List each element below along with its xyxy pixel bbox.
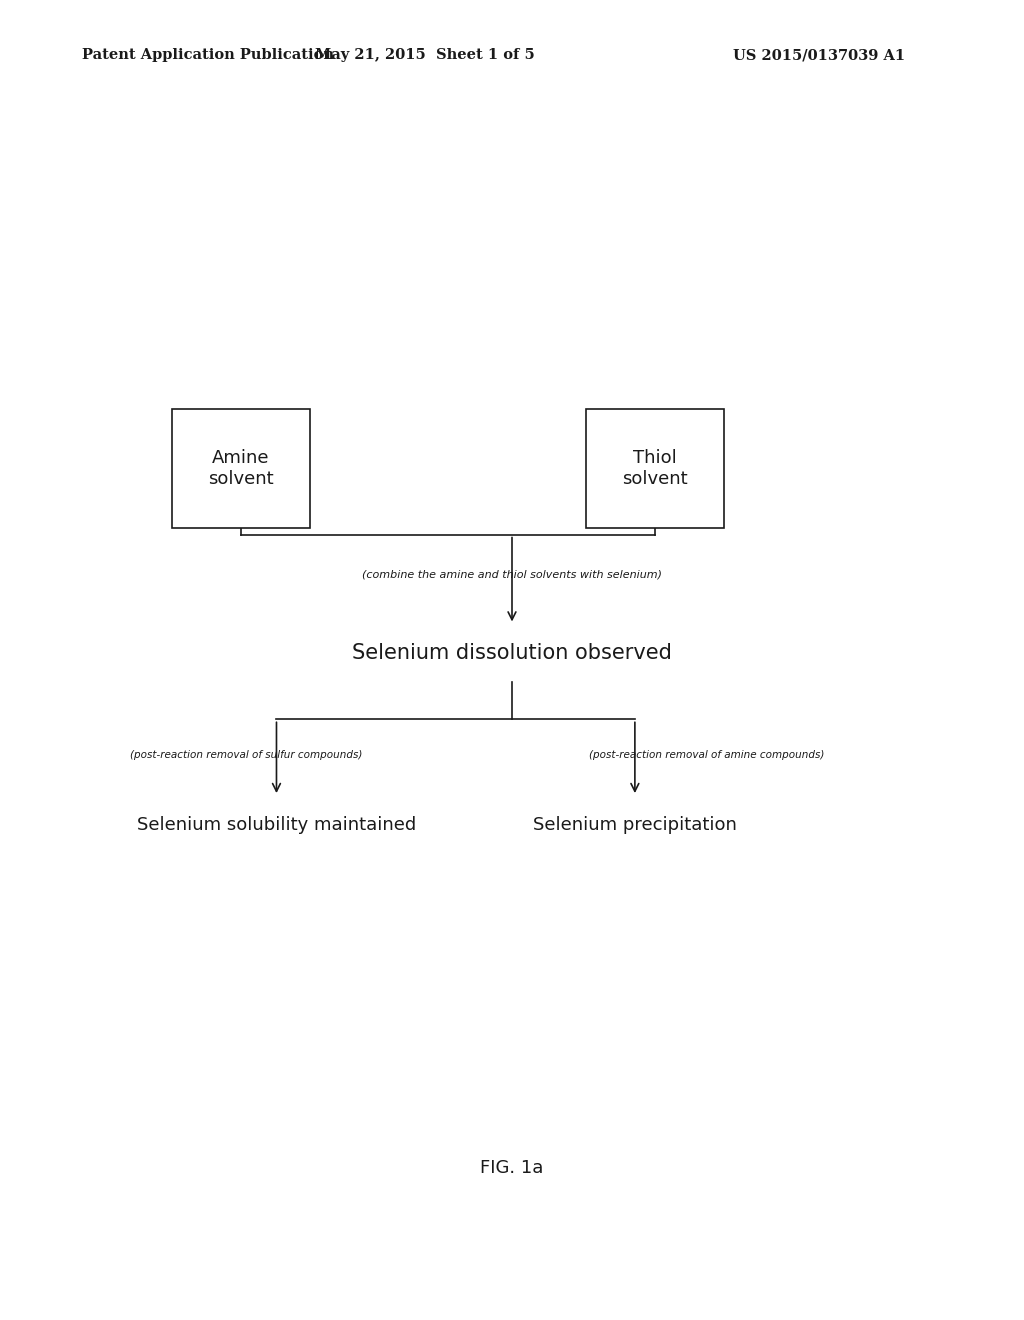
- Text: Amine
solvent: Amine solvent: [208, 449, 273, 488]
- Text: Thiol
solvent: Thiol solvent: [623, 449, 688, 488]
- Bar: [586, 409, 725, 528]
- Text: (post-reaction removal of sulfur compounds): (post-reaction removal of sulfur compoun…: [130, 750, 361, 760]
- Text: FIG. 1a: FIG. 1a: [480, 1159, 544, 1177]
- Text: US 2015/0137039 A1: US 2015/0137039 A1: [733, 49, 905, 62]
- Bar: [171, 409, 309, 528]
- Text: Selenium precipitation: Selenium precipitation: [532, 816, 737, 834]
- Text: Selenium solubility maintained: Selenium solubility maintained: [137, 816, 416, 834]
- Text: (post-reaction removal of amine compounds): (post-reaction removal of amine compound…: [589, 750, 824, 760]
- Text: May 21, 2015  Sheet 1 of 5: May 21, 2015 Sheet 1 of 5: [315, 49, 535, 62]
- Text: (combine the amine and thiol solvents with selenium): (combine the amine and thiol solvents wi…: [362, 569, 662, 579]
- Text: Selenium dissolution observed: Selenium dissolution observed: [352, 643, 672, 664]
- Text: Patent Application Publication: Patent Application Publication: [82, 49, 334, 62]
